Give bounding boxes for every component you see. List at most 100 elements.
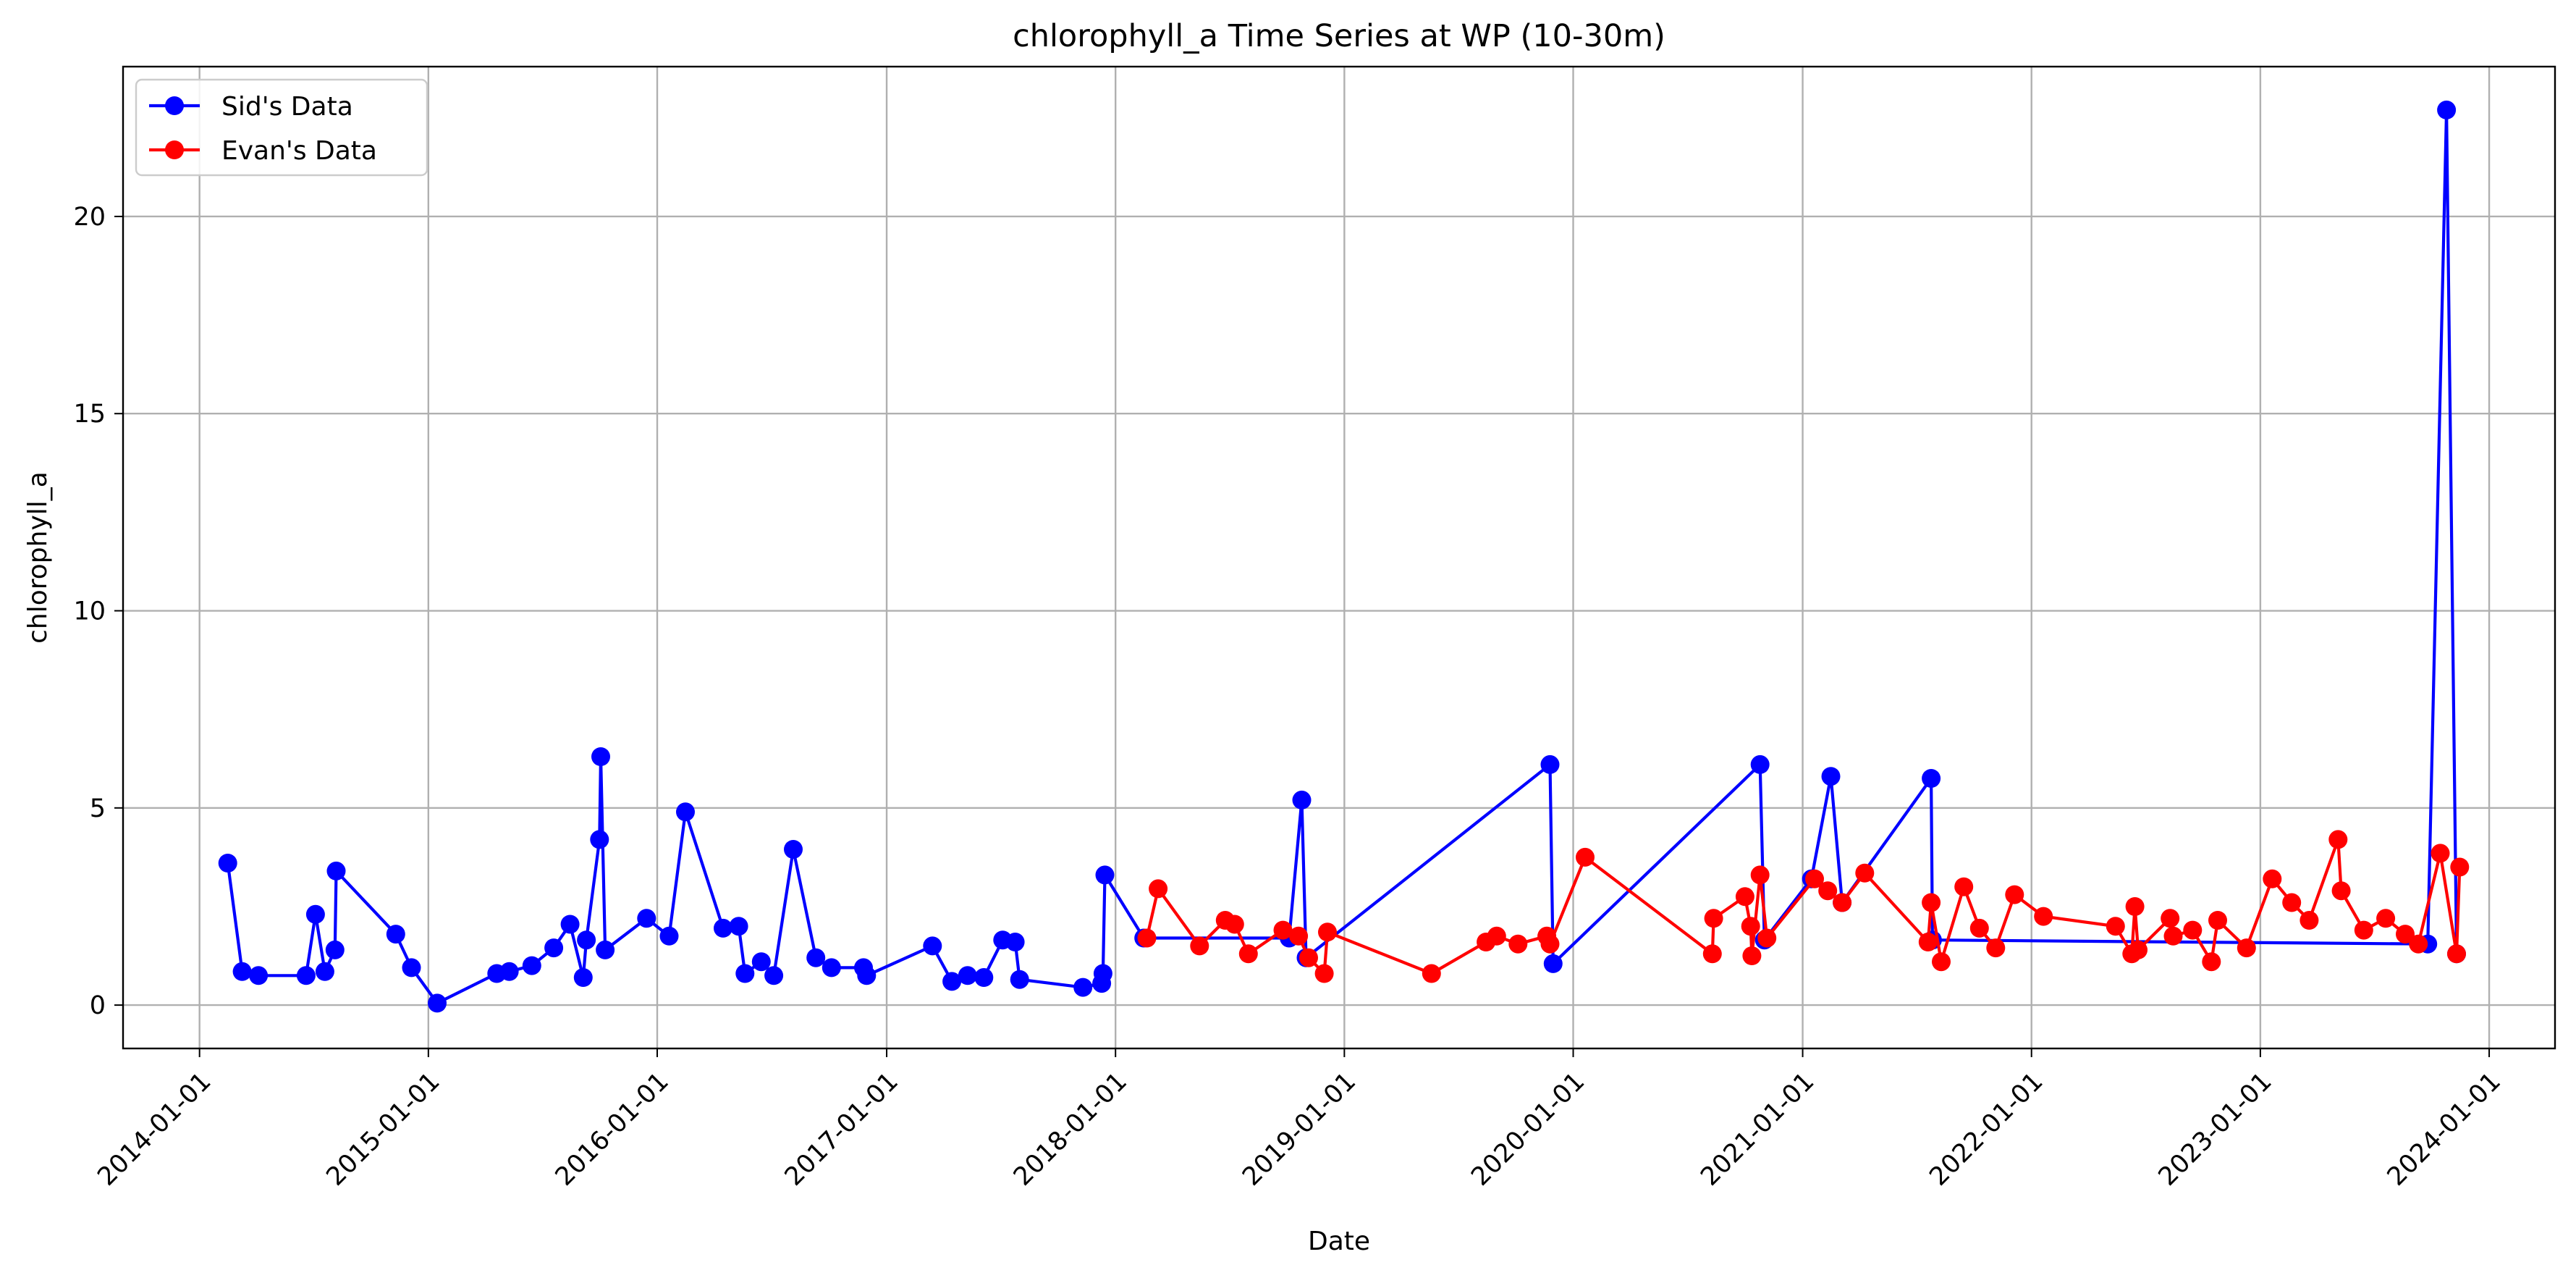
data-point xyxy=(822,958,841,978)
data-point xyxy=(1225,915,1244,934)
data-point xyxy=(573,968,593,987)
data-point xyxy=(1742,946,1762,965)
data-point xyxy=(806,948,826,967)
data-point xyxy=(1918,933,1938,951)
data-point xyxy=(2161,909,2180,928)
data-point xyxy=(1487,926,1506,946)
data-point xyxy=(1422,964,1441,983)
legend-box xyxy=(135,78,428,177)
data-point xyxy=(2208,911,2227,930)
data-point xyxy=(2354,920,2373,940)
data-point xyxy=(1190,936,1209,956)
legend-label-sids-data: Sid's Data xyxy=(221,92,353,122)
data-point xyxy=(2282,893,2302,912)
data-point xyxy=(1273,920,1293,940)
data-point xyxy=(2300,911,2319,930)
legend-marker-sids-data xyxy=(165,96,184,115)
data-point xyxy=(1314,964,1334,983)
data-point xyxy=(2183,920,2203,940)
data-point xyxy=(1757,928,1777,948)
x-axis-label: Date xyxy=(1308,1227,1370,1256)
data-point xyxy=(2163,926,2183,946)
legend-marker-evans-data xyxy=(165,140,184,159)
data-point xyxy=(2409,934,2428,954)
data-point xyxy=(2202,952,2221,972)
data-point xyxy=(2328,830,2348,849)
y-tick-label: 15 xyxy=(73,400,106,429)
data-point xyxy=(1741,917,1760,936)
data-point xyxy=(305,904,325,924)
data-point xyxy=(296,966,316,985)
data-point xyxy=(1093,964,1112,983)
series-0 xyxy=(218,100,2466,1013)
data-point xyxy=(942,972,962,991)
data-point xyxy=(1750,865,1770,885)
data-point xyxy=(2129,940,2148,959)
data-point xyxy=(1543,954,1563,973)
data-point xyxy=(1576,847,1595,867)
data-point xyxy=(1855,863,1875,883)
data-point xyxy=(2125,897,2145,916)
data-point xyxy=(2106,917,2125,936)
data-point xyxy=(1137,928,1157,948)
data-point xyxy=(1922,893,1941,912)
y-tick-label: 10 xyxy=(73,597,106,626)
data-point xyxy=(577,930,596,950)
data-point xyxy=(428,993,447,1013)
data-point xyxy=(1318,922,1337,942)
data-point xyxy=(560,915,580,934)
data-point xyxy=(249,966,269,985)
data-point xyxy=(591,747,610,766)
data-point xyxy=(2376,909,2396,928)
data-point xyxy=(1986,938,2006,958)
data-point xyxy=(1508,934,1528,954)
data-point xyxy=(764,966,784,985)
data-point xyxy=(784,840,803,859)
y-tick-label: 20 xyxy=(73,203,106,232)
data-point xyxy=(232,962,252,981)
y-axis-label: chlorophyll_a xyxy=(23,471,53,644)
data-point xyxy=(1833,893,1852,912)
y-tick-label: 5 xyxy=(90,794,106,823)
data-point xyxy=(544,938,564,958)
data-point xyxy=(974,968,994,987)
data-point xyxy=(1095,865,1115,885)
data-point xyxy=(1818,881,1838,901)
data-point xyxy=(325,940,345,959)
data-point xyxy=(1005,933,1025,951)
data-point xyxy=(729,917,748,936)
data-point xyxy=(1702,944,1722,964)
data-point xyxy=(590,830,609,849)
data-point xyxy=(1750,754,1770,774)
grid xyxy=(123,67,2555,1048)
data-point xyxy=(1805,869,1824,888)
plot-frame xyxy=(122,65,2556,1050)
data-point xyxy=(1073,978,1093,997)
data-point xyxy=(1922,769,1941,788)
data-point xyxy=(1735,887,1754,907)
data-point xyxy=(1969,918,1989,938)
data-point xyxy=(637,909,656,928)
data-point xyxy=(958,966,977,985)
data-point xyxy=(2431,844,2450,863)
data-point xyxy=(1292,790,1312,810)
data-point xyxy=(2331,881,2351,901)
data-point xyxy=(1010,970,1029,989)
data-point xyxy=(857,966,877,985)
data-point xyxy=(1954,877,1974,896)
data-point xyxy=(735,964,755,983)
data-point xyxy=(402,958,421,978)
data-point xyxy=(2005,885,2024,904)
data-point xyxy=(1299,948,1318,967)
data-point xyxy=(714,918,732,938)
data-point xyxy=(2237,938,2256,958)
series-layer xyxy=(218,100,2470,1013)
data-point xyxy=(2447,944,2466,964)
data-point xyxy=(1540,934,1560,954)
data-point xyxy=(2450,857,2470,877)
data-point xyxy=(326,861,346,880)
data-point xyxy=(2437,100,2457,119)
data-point xyxy=(676,802,695,822)
data-point xyxy=(2034,907,2053,926)
